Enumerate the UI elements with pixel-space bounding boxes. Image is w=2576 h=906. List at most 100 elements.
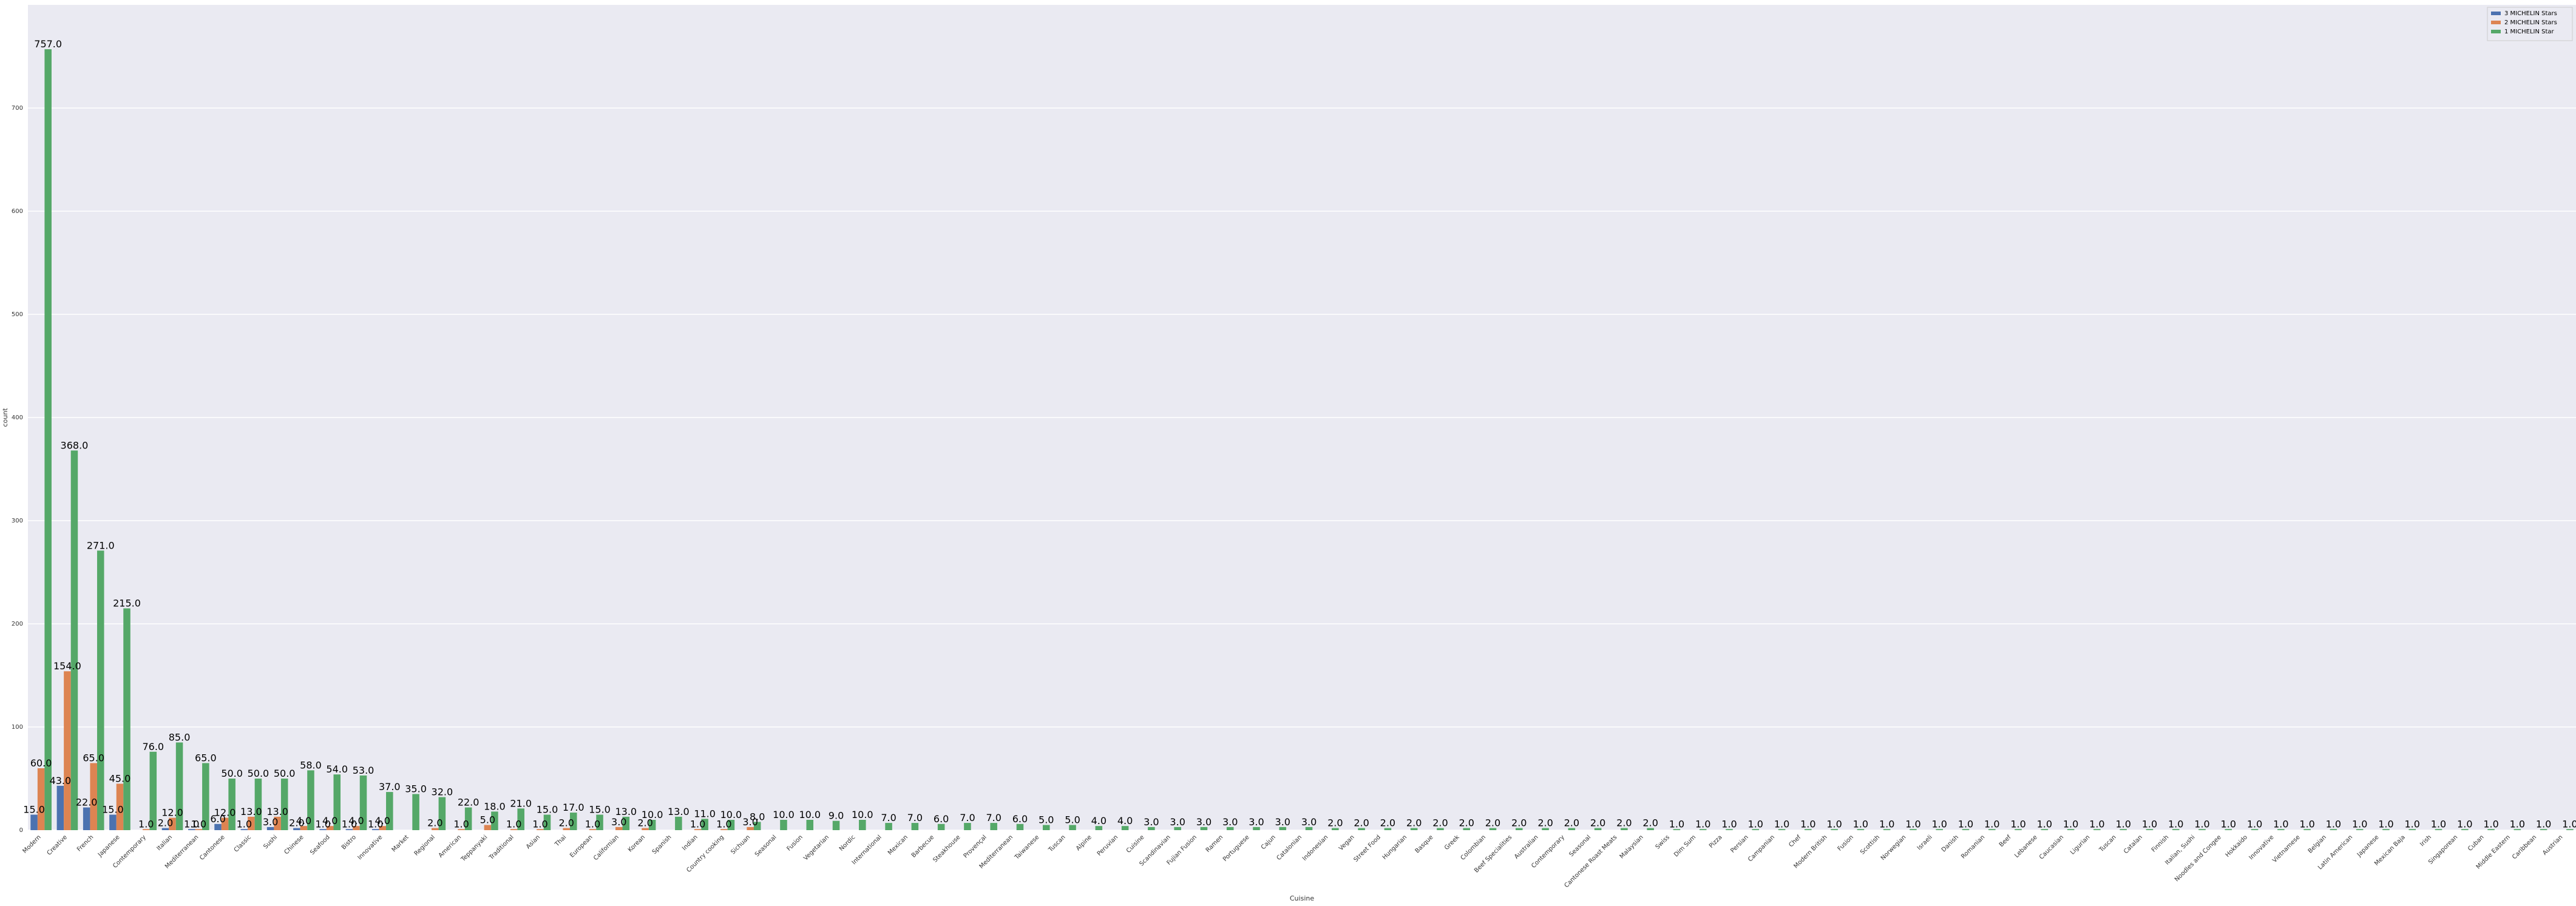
x-tick-label: Pizza [1708, 834, 1724, 850]
x-tick-label: Californian [592, 834, 620, 862]
x-tick-label: Irish [2419, 834, 2433, 848]
data-label: 2.0 [1616, 817, 1632, 829]
x-tick-label: Campanian [1747, 834, 1776, 863]
data-label: 2.0 [1327, 817, 1343, 829]
bar [1122, 826, 1129, 830]
bar [1069, 825, 1076, 831]
data-label: 1.0 [2510, 818, 2525, 830]
y-tick-label: 400 [12, 414, 23, 421]
y-tick-label: 300 [12, 518, 23, 524]
bar [214, 824, 222, 830]
x-tick-label: Provençal [963, 834, 988, 859]
x-tick-label: Classic [233, 834, 253, 853]
x-tick-label: Traditional [487, 834, 515, 861]
data-label: 1.0 [138, 818, 154, 830]
x-tick-label: Vegan [1338, 834, 1356, 852]
data-label: 2.0 [158, 817, 173, 829]
bar [938, 824, 945, 830]
y-tick-label: 100 [12, 724, 23, 731]
x-tick-label: Hokkaido [2225, 834, 2249, 859]
data-label: 45.0 [109, 773, 131, 785]
x-tick-label: Innovative [356, 834, 384, 861]
data-label: 1.0 [1800, 818, 1815, 830]
x-tick-label: Creative [46, 834, 69, 856]
bar [484, 825, 492, 831]
data-label: 4.0 [1091, 815, 1107, 827]
x-tick-label: Mexican [887, 834, 909, 856]
data-label: 13.0 [668, 806, 690, 817]
x-tick-label: Market [391, 834, 410, 853]
data-label: 1.0 [532, 818, 547, 830]
y-tick-label: 200 [12, 621, 23, 627]
data-label: 154.0 [53, 660, 81, 672]
x-tick-label: Indian [681, 834, 699, 852]
data-label: 1.0 [2142, 818, 2157, 830]
data-label: 4.0 [348, 815, 364, 827]
x-tick-label: Italian [155, 834, 174, 852]
x-tick-label: Hungarian [1381, 834, 1409, 861]
data-label: 10.0 [799, 809, 821, 820]
data-label: 7.0 [881, 812, 896, 823]
legend-swatch [2491, 21, 2501, 24]
data-label: 1.0 [1826, 818, 1842, 830]
x-tick-label: Japanese [2356, 834, 2381, 859]
data-label: 2.0 [558, 817, 574, 829]
data-label: 2.0 [1354, 817, 1369, 829]
data-label: 215.0 [113, 598, 141, 609]
data-label: 15.0 [589, 804, 611, 816]
data-label: 22.0 [458, 797, 480, 808]
data-label: 3.0 [1249, 816, 1264, 828]
data-label: 1.0 [690, 818, 705, 830]
data-label: 37.0 [379, 781, 401, 793]
data-label: 50.0 [221, 768, 243, 779]
x-tick-label: Spanish [651, 834, 673, 856]
data-label: 54.0 [326, 763, 348, 775]
bar [1096, 826, 1103, 830]
data-label: 1.0 [1905, 818, 1920, 830]
x-tick-label: Sichuan [730, 834, 751, 856]
data-label: 3.0 [263, 816, 278, 828]
x-tick-label: Catalonian [1275, 834, 1303, 862]
data-label: 1.0 [453, 818, 469, 830]
bar [412, 794, 419, 831]
data-label: 4.0 [296, 815, 311, 827]
legend-label: 1 MICHELIN Star [2504, 29, 2555, 35]
x-tick-label: Persian [1729, 834, 1750, 854]
data-label: 4.0 [375, 815, 390, 827]
legend: 3 MICHELIN Stars 2 MICHELIN Stars 1 MICHEL… [2487, 7, 2572, 41]
x-tick-label: Alpine [1075, 834, 1093, 852]
bar [30, 815, 38, 831]
data-label: 10.0 [773, 809, 795, 820]
data-label: 58.0 [300, 759, 322, 771]
data-label: 15.0 [537, 804, 558, 816]
x-tick-label: Ligurian [2069, 834, 2091, 856]
data-label: 1.0 [2378, 818, 2393, 830]
x-tick-label: Vietnamese [2271, 834, 2302, 864]
data-label: 9.0 [829, 810, 844, 822]
data-label: 4.0 [322, 815, 337, 827]
x-tick-label: Japanese [97, 834, 121, 859]
data-label: 10.0 [642, 809, 663, 820]
bar [964, 823, 971, 830]
x-tick-label: Scottish [1859, 834, 1881, 856]
data-label: 50.0 [248, 768, 269, 779]
x-tick-label: Tuscan [1047, 834, 1067, 854]
data-label: 368.0 [61, 439, 89, 451]
data-label: 15.0 [102, 804, 124, 816]
y-tick-label: 700 [12, 105, 23, 112]
data-label: 1.0 [1931, 818, 1947, 830]
data-label: 13.0 [615, 806, 637, 817]
x-tick-label: Sushi [262, 834, 279, 850]
legend-label: 3 MICHELIN Stars [2504, 10, 2557, 17]
bar [44, 49, 52, 830]
x-tick-label: Malaysian [1619, 834, 1645, 860]
data-label: 3.0 [1170, 816, 1185, 828]
data-label: 53.0 [353, 765, 375, 776]
data-label: 10.0 [720, 809, 742, 820]
data-label: 65.0 [195, 752, 217, 764]
data-label: 1.0 [506, 818, 521, 830]
data-label: 3.0 [611, 816, 626, 828]
data-label: 50.0 [274, 768, 296, 779]
data-label: 1.0 [191, 818, 206, 830]
data-label: 1.0 [2405, 818, 2420, 830]
